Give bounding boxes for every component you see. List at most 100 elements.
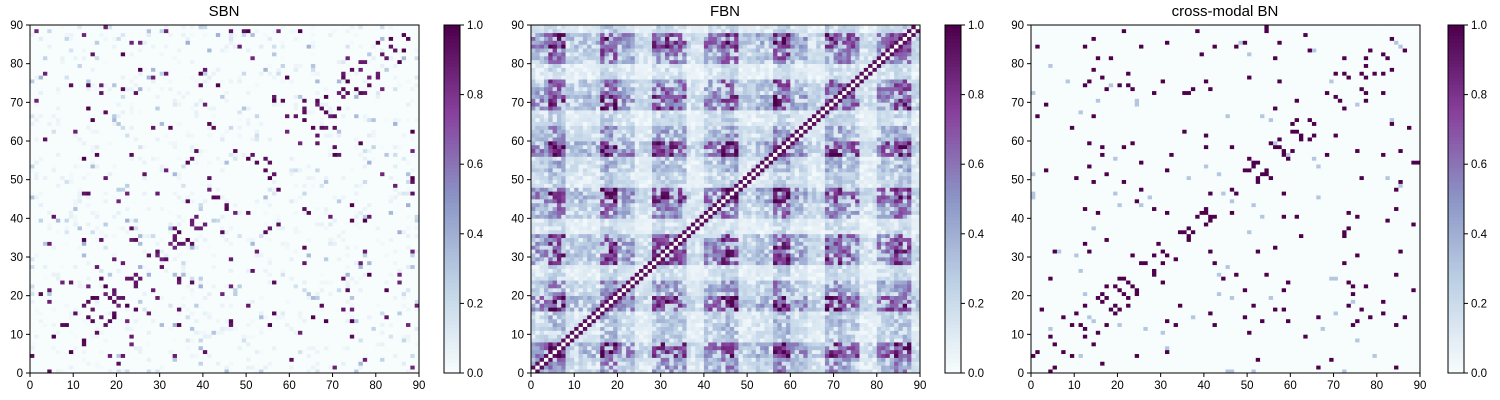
heatmap-cell xyxy=(298,245,303,249)
heatmap-cell xyxy=(281,265,286,269)
heatmap-cell xyxy=(138,180,143,184)
heatmap-cell xyxy=(311,230,316,234)
heatmap-cell xyxy=(333,307,338,311)
heatmap-cell xyxy=(207,288,212,292)
heatmap-cell xyxy=(255,265,260,269)
heatmap-cell xyxy=(203,199,208,203)
heatmap-cell xyxy=(315,253,320,257)
heatmap-cell xyxy=(354,319,359,323)
heatmap-cell xyxy=(358,164,363,168)
heatmap-cell xyxy=(272,350,277,354)
heatmap-cell xyxy=(129,303,134,307)
heatmap-cell xyxy=(307,249,312,253)
heatmap-cell xyxy=(276,257,281,261)
heatmap-cell xyxy=(384,180,389,184)
heatmap-cell xyxy=(78,334,83,338)
heatmap-cell xyxy=(138,160,143,164)
heatmap-cell xyxy=(242,180,247,184)
heatmap-cell xyxy=(181,226,186,230)
heatmap-cell xyxy=(103,342,108,346)
heatmap-cell xyxy=(108,334,113,338)
heatmap-cell xyxy=(389,164,394,168)
heatmap-cell xyxy=(294,238,299,242)
heatmap-cell xyxy=(78,222,83,226)
heatmap-cell xyxy=(129,172,134,176)
heatmap-cell xyxy=(259,280,264,284)
heatmap-cell xyxy=(147,242,152,246)
heatmap-cell xyxy=(229,234,234,238)
heatmap-cell xyxy=(259,249,264,253)
heatmap-cell xyxy=(371,245,376,249)
heatmap-cell xyxy=(350,238,355,242)
heatmap-cell xyxy=(121,323,126,327)
heatmap-cell xyxy=(186,180,191,184)
heatmap-cell xyxy=(108,245,113,249)
heatmap-cell xyxy=(52,354,57,358)
heatmap-cell xyxy=(298,168,303,172)
heatmap-cell xyxy=(155,226,160,230)
heatmap-cell xyxy=(160,346,165,350)
heatmap-cell xyxy=(91,238,96,242)
heatmap-cell xyxy=(177,238,182,242)
heatmap-cell xyxy=(69,342,74,346)
heatmap-cell xyxy=(186,265,191,269)
heatmap-cell xyxy=(298,338,303,342)
heatmap-cell xyxy=(108,226,113,230)
heatmap-cell xyxy=(168,342,173,346)
heatmap-cell xyxy=(207,365,212,369)
heatmap-cell xyxy=(346,164,351,168)
heatmap-cell xyxy=(69,307,74,311)
heatmap-cell xyxy=(285,272,290,276)
heatmap-cell xyxy=(302,265,307,269)
heatmap-cell xyxy=(203,249,208,253)
heatmap-cell xyxy=(86,338,91,342)
heatmap-cell xyxy=(65,187,70,191)
heatmap-cell xyxy=(164,346,169,350)
heatmap-cell xyxy=(34,311,39,315)
heatmap-cell xyxy=(69,303,74,307)
heatmap-cell xyxy=(389,222,394,226)
heatmap-cell xyxy=(410,257,415,261)
heatmap-cell xyxy=(237,230,242,234)
heatmap-cell xyxy=(199,234,204,238)
heatmap-cell xyxy=(276,203,281,207)
heatmap-cell xyxy=(103,222,108,226)
heatmap-cell xyxy=(65,292,70,296)
heatmap-cell xyxy=(212,238,217,242)
heatmap-cell xyxy=(350,226,355,230)
heatmap-cell xyxy=(393,261,398,265)
heatmap-cell xyxy=(56,327,61,331)
heatmap-cell xyxy=(346,234,351,238)
heatmap-cell xyxy=(91,303,96,307)
heatmap-cell xyxy=(380,334,385,338)
heatmap-cell xyxy=(281,253,286,257)
heatmap-cell xyxy=(125,180,130,184)
heatmap-cell xyxy=(99,334,104,338)
heatmap-cell xyxy=(276,354,281,358)
heatmap-cell xyxy=(216,184,221,188)
heatmap-cell xyxy=(384,238,389,242)
heatmap-cell xyxy=(194,184,199,188)
heatmap-cell xyxy=(73,184,78,188)
heatmap-cell xyxy=(298,292,303,296)
heatmap-cell xyxy=(311,280,316,284)
heatmap-cell xyxy=(203,230,208,234)
heatmap-cell xyxy=(358,365,363,369)
heatmap-cell xyxy=(294,207,299,211)
heatmap-cell xyxy=(237,234,242,238)
heatmap-cell xyxy=(220,350,225,354)
heatmap-cell xyxy=(341,350,346,354)
heatmap-cell xyxy=(380,323,385,327)
heatmap-cell xyxy=(263,257,268,261)
heatmap-cell xyxy=(268,327,273,331)
heatmap-cell xyxy=(181,261,186,265)
heatmap-cell xyxy=(186,214,191,218)
heatmap-cell xyxy=(237,222,242,226)
heatmap-cell xyxy=(151,303,156,307)
heatmap-cell xyxy=(225,265,230,269)
heatmap-cell xyxy=(43,207,48,211)
heatmap-cell xyxy=(86,365,91,369)
heatmap-cell xyxy=(311,242,316,246)
heatmap-cell xyxy=(281,307,286,311)
heatmap-cell xyxy=(103,180,108,184)
